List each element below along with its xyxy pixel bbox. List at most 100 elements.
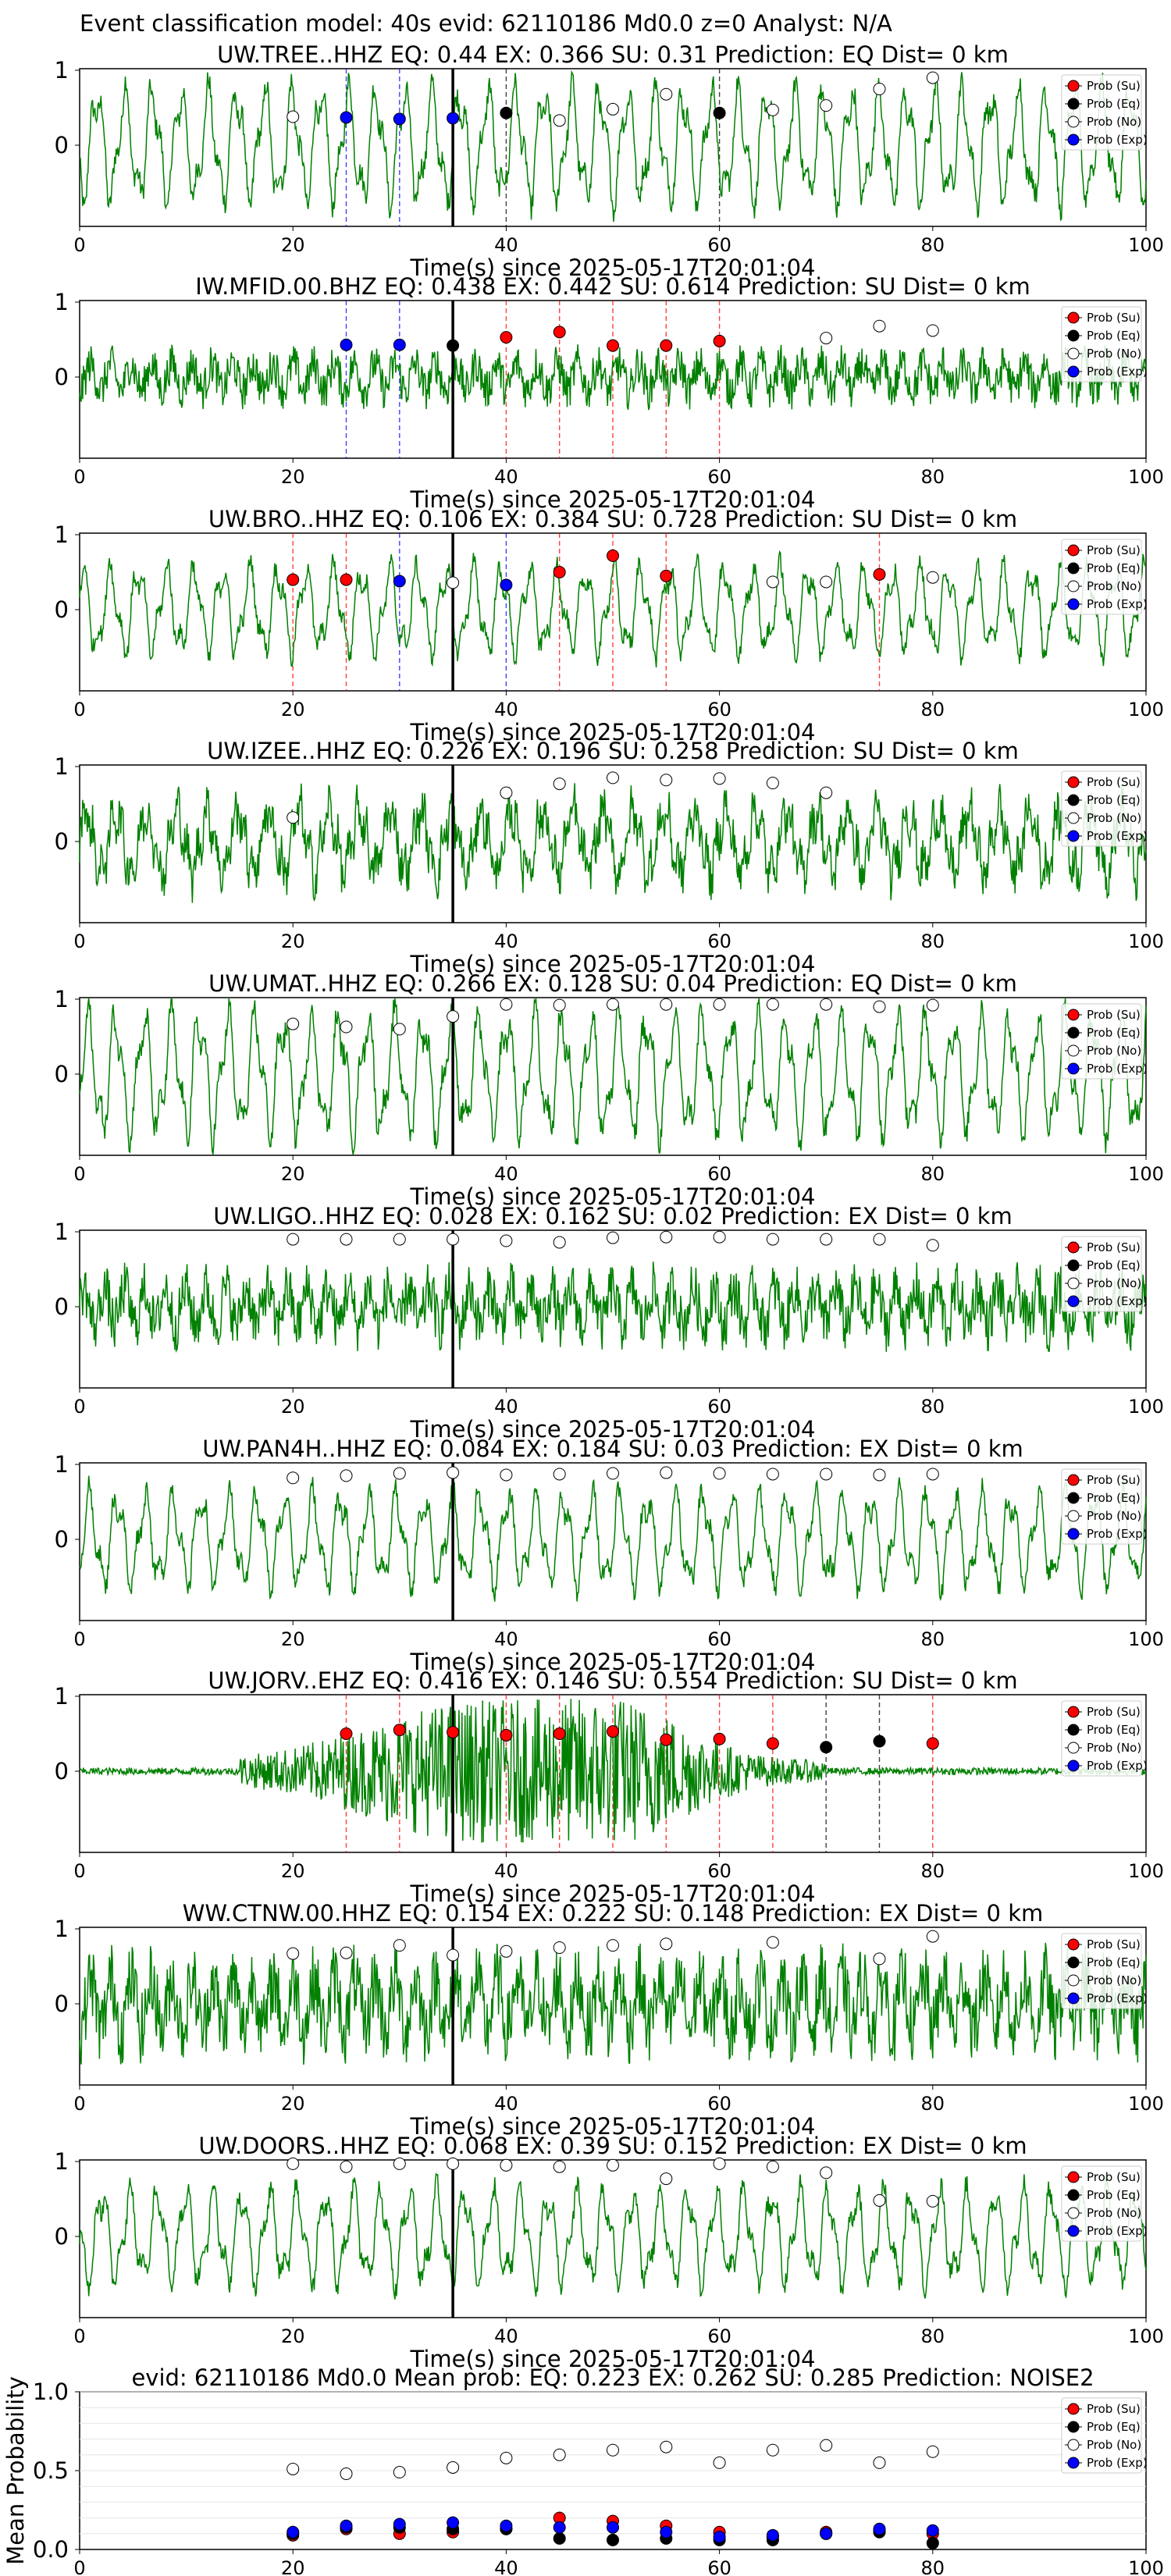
legend-label-su: Prob (Su) [1087, 1008, 1141, 1022]
prob-marker-no [766, 575, 779, 589]
legend-label-exp: Prob (Exp) [1087, 1062, 1148, 1076]
prob-marker-no [820, 786, 833, 799]
y-tick-label: 0 [55, 1293, 69, 1320]
prob-marker-no [873, 1468, 886, 1482]
prob-marker-no [873, 1952, 886, 1966]
legend-label-exp: Prob (Exp) [1087, 829, 1148, 843]
legend-box [1061, 1468, 1142, 1545]
y-tick-label: 0 [55, 1526, 69, 1553]
legend-label-su: Prob (Su) [1087, 2402, 1141, 2416]
panel-UW.BRO..HHZ: UW.BRO..HHZ EQ: 0.106 EX: 0.384 SU: 0.72… [55, 506, 1164, 745]
x-tick-label: 40 [494, 2557, 518, 2576]
mean-marker-no [500, 2451, 513, 2464]
mean-marker-no [607, 2443, 619, 2457]
x-axis-label: Time(s) since 2025-05-17T20:01:04 [410, 254, 816, 281]
mean-marker-no [766, 2443, 779, 2457]
x-tick-label: 80 [921, 234, 945, 256]
legend-label-exp: Prob (Exp) [1087, 365, 1148, 379]
prob-marker-no [926, 324, 939, 337]
x-axis-label: Time(s) since 2025-05-17T20:01:04 [410, 2346, 816, 2372]
legend-label-eq: Prob (Eq) [1087, 329, 1141, 343]
legend-label-exp: Prob (Exp) [1087, 1759, 1148, 1773]
legend-marker-no [1067, 2439, 1080, 2451]
x-tick-label: 80 [921, 1163, 945, 1185]
waveform [79, 1942, 1147, 2065]
prob-marker-no [766, 1468, 779, 1481]
mean-marker-no [713, 2456, 726, 2469]
legend-marker-exp [1067, 2225, 1080, 2237]
prob-marker-su [447, 1726, 460, 1739]
panel-title: UW.IZEE..HHZ EQ: 0.226 EX: 0.196 SU: 0.2… [207, 738, 1019, 764]
prob-marker-no [873, 319, 886, 333]
x-tick-label: 20 [281, 2093, 305, 2115]
prob-marker-su [287, 573, 300, 586]
prob-marker-no [766, 777, 779, 790]
legend-label-su: Prob (Su) [1087, 1473, 1141, 1487]
x-tick-label: 40 [494, 1163, 518, 1185]
prob-marker-exp [393, 112, 406, 126]
prob-marker-su [607, 1725, 619, 1738]
legend-label-no: Prob (No) [1087, 1973, 1141, 1987]
mean-marker-exp [287, 2525, 300, 2539]
x-tick-label: 40 [494, 1860, 518, 1882]
prob-marker-no [447, 1233, 460, 1246]
x-tick-label: 100 [1128, 1628, 1164, 1650]
x-tick-label: 80 [921, 1628, 945, 1650]
prob-marker-su [340, 1727, 353, 1740]
prob-marker-eq [713, 106, 726, 119]
x-axis-label: Time(s) since 2025-05-17T20:01:04 [410, 951, 816, 977]
legend-label-su: Prob (Su) [1087, 79, 1141, 93]
mean-marker-no [660, 2440, 673, 2453]
figure-title: Event classification model: 40s evid: 62… [80, 10, 892, 37]
x-tick-label: 60 [707, 2093, 731, 2115]
legend-marker-eq [1067, 1492, 1080, 1504]
prob-marker-su [713, 1732, 726, 1745]
prob-marker-no [713, 1467, 726, 1480]
panel-title: UW.UMAT..HHZ EQ: 0.266 EX: 0.128 SU: 0.0… [208, 970, 1017, 997]
x-tick-label: 60 [707, 234, 731, 256]
legend-label-eq: Prob (Eq) [1087, 1955, 1141, 1969]
prob-marker-no [660, 2172, 673, 2186]
prob-marker-no [500, 1468, 513, 1482]
prob-marker-su [607, 549, 619, 562]
prob-marker-no [873, 83, 886, 95]
legend-label-exp: Prob (Exp) [1087, 2224, 1148, 2238]
x-tick-label: 20 [281, 930, 305, 952]
mean-marker-no [287, 2462, 300, 2475]
legend-box [1061, 306, 1142, 382]
prob-marker-no [873, 2194, 886, 2207]
mean-marker-no [393, 2466, 406, 2479]
legend-marker-eq [1067, 2421, 1080, 2433]
legend-marker-eq [1067, 2189, 1080, 2201]
prob-marker-su [553, 566, 566, 578]
panel-title: UW.TREE..HHZ EQ: 0.44 EX: 0.366 SU: 0.31… [217, 41, 1009, 68]
prob-marker-no [393, 1023, 406, 1036]
legend-label-eq: Prob (Eq) [1087, 1491, 1141, 1505]
prob-marker-no [553, 114, 566, 127]
prob-marker-no [447, 576, 460, 589]
prob-marker-no [287, 1233, 300, 1246]
y-tick-label: 1 [55, 1451, 69, 1478]
x-tick-label: 40 [494, 699, 518, 720]
legend-label-eq: Prob (Eq) [1087, 1258, 1141, 1272]
legend-label-su: Prob (Su) [1087, 1240, 1141, 1254]
panel-UW.UMAT..HHZ: UW.UMAT..HHZ EQ: 0.266 EX: 0.128 SU: 0.0… [55, 970, 1164, 1210]
x-tick-label: 20 [281, 1396, 305, 1418]
x-tick-label: 20 [281, 1163, 305, 1185]
axes-frame [79, 2159, 1147, 2318]
x-tick-label: 100 [1128, 1860, 1164, 1882]
prob-marker-su [607, 339, 619, 352]
prob-marker-su [660, 339, 673, 352]
legend-marker-su [1067, 1241, 1080, 1254]
mean-marker-exp [820, 2527, 833, 2540]
mean-marker-exp [553, 2521, 566, 2534]
legend-marker-exp [1067, 1759, 1080, 1772]
x-tick-label: 40 [494, 466, 518, 488]
y-tick-label: 0 [55, 828, 69, 855]
legend-marker-su [1067, 544, 1080, 557]
prob-marker-no [393, 1233, 406, 1246]
legend-label-eq: Prob (Eq) [1087, 1723, 1141, 1737]
legend-label-exp: Prob (Exp) [1087, 1294, 1148, 1308]
x-tick-label: 80 [921, 699, 945, 720]
